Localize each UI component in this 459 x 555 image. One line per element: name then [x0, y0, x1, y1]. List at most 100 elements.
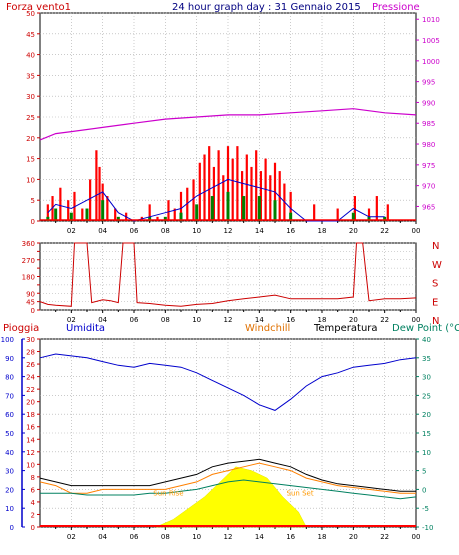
wind-axis-title: Forza vento1 — [6, 2, 71, 13]
rain-ytick-label: 12 — [26, 449, 35, 457]
temp-xtick-label: 04 — [98, 533, 107, 541]
direction-ytick-label: 0 — [31, 307, 35, 315]
direction-ytick-label: 360 — [22, 240, 35, 248]
humidity-ytick-label: 0 — [10, 524, 14, 532]
wind-ytick-label: 0 — [31, 218, 35, 226]
rain-ytick-label: 6 — [31, 486, 36, 494]
direction-xtick-label: 20 — [349, 316, 358, 324]
rain-ytick-label: 8 — [31, 474, 35, 482]
rain-ytick-label: 22 — [26, 386, 35, 394]
rain-ytick-label: 26 — [26, 361, 35, 369]
humidity-ytick-label: 60 — [5, 411, 14, 419]
temp-xtick-label: 18 — [318, 533, 327, 541]
humidity-legend: Umidita — [66, 323, 105, 334]
rain-ytick-label: 18 — [26, 411, 35, 419]
wind-ytick-label: 50 — [26, 10, 35, 18]
wind-ytick-label: 40 — [26, 52, 35, 60]
temp-xtick-label: 20 — [349, 533, 358, 541]
windchill-legend: Windchill — [245, 323, 290, 334]
solar-area — [155, 466, 307, 528]
wind-xtick-label: 22 — [380, 227, 389, 235]
pressure-ytick-label: 990 — [422, 99, 435, 107]
wind-xtick-label: 00 — [412, 227, 421, 235]
rain-ytick-label: 16 — [26, 424, 35, 432]
temp-ytick-label: 15 — [422, 430, 431, 438]
direction-xtick-label: 06 — [130, 316, 139, 324]
direction-xtick-label: 12 — [224, 316, 233, 324]
rain-ytick-label: 14 — [26, 436, 35, 444]
temp-ytick-label: 10 — [422, 449, 431, 457]
pressure-line — [39, 108, 417, 141]
temp-ytick-label: 35 — [422, 355, 431, 363]
direction-xtick-label: 16 — [286, 316, 295, 324]
temp-ytick-label: 40 — [422, 336, 431, 344]
rain-ytick-label: 24 — [26, 374, 35, 382]
temp-xtick-label: 12 — [224, 533, 233, 541]
direction-xtick-label: 14 — [255, 316, 264, 324]
wind-xtick-label: 12 — [224, 227, 233, 235]
direction-xtick-label: 00 — [412, 316, 421, 324]
compass-label: S — [432, 279, 438, 290]
rain-ytick-label: 2 — [31, 511, 35, 519]
pressure-ytick-label: 975 — [422, 162, 435, 170]
dewpoint-legend: Dew Point (°C — [392, 323, 459, 334]
temp-ytick-label: 25 — [422, 392, 431, 400]
temp-xtick-label: 16 — [286, 533, 295, 541]
pressure-axis-title: Pressione — [372, 2, 420, 13]
compass-label: W — [432, 260, 442, 271]
wind-xtick-label: 04 — [98, 227, 107, 235]
humidity-ytick-label: 70 — [5, 392, 14, 400]
pressure-ytick-label: 970 — [422, 183, 435, 191]
chart-title: 24 hour graph day : 31 Gennaio 2015 — [172, 2, 361, 13]
dewpoint-line — [40, 479, 417, 500]
humidity-ytick-label: 80 — [5, 374, 14, 382]
humidity-ytick-label: 30 — [5, 468, 14, 476]
temp-ytick-label: 5 — [422, 468, 426, 476]
wind-ytick-label: 5 — [31, 197, 35, 205]
compass-label: N — [432, 241, 439, 252]
wind-ytick-label: 35 — [26, 72, 35, 80]
temp-xtick-label: 14 — [255, 533, 264, 541]
wind-xtick-label: 16 — [286, 227, 295, 235]
temperature-line — [39, 458, 416, 492]
rain-ytick-label: 0 — [31, 524, 35, 532]
wind-xtick-label: 02 — [67, 227, 76, 235]
wind-xtick-label: 14 — [255, 227, 264, 235]
humidity-ytick-label: 90 — [5, 355, 14, 363]
wind-xtick-label: 08 — [161, 227, 170, 235]
wind-xtick-label: 10 — [192, 227, 201, 235]
direction-line — [39, 242, 417, 307]
wind-ytick-label: 20 — [26, 135, 35, 143]
wind-xtick-label: 18 — [318, 227, 327, 235]
pressure-ytick-label: 995 — [422, 79, 435, 87]
humidity-line — [39, 353, 417, 411]
wind-speed-line — [47, 178, 385, 222]
pressure-ytick-label: 1000 — [422, 58, 440, 66]
rain-ytick-label: 30 — [26, 336, 35, 344]
temp-ytick-label: -5 — [422, 505, 429, 513]
humidity-ytick-label: 40 — [5, 449, 14, 457]
compass-label: N — [432, 316, 439, 327]
wind-ytick-label: 10 — [26, 176, 35, 184]
rain-legend: Pioggia — [3, 323, 39, 334]
wind-xtick-label: 20 — [349, 227, 358, 235]
rain-ytick-label: 4 — [31, 499, 36, 507]
pressure-ytick-label: 980 — [422, 141, 435, 149]
direction-ytick-label: 270 — [22, 257, 35, 265]
humidity-ytick-label: 10 — [5, 505, 14, 513]
temp-xtick-label: 06 — [130, 533, 139, 541]
humidity-ytick-label: 50 — [5, 430, 14, 438]
wind-xtick-label: 06 — [130, 227, 139, 235]
direction-ytick-label: 45 — [26, 299, 35, 307]
wind-ytick-label: 15 — [26, 156, 35, 164]
wind-ytick-label: 45 — [26, 31, 35, 39]
temp-xtick-label: 22 — [380, 533, 389, 541]
wind-ytick-label: 25 — [26, 114, 35, 122]
sunset-label: Sun Set — [287, 489, 314, 497]
direction-xtick-label: 10 — [192, 316, 201, 324]
compass-label: E — [432, 297, 438, 308]
direction-xtick-label: 04 — [98, 316, 107, 324]
rain-ytick-label: 10 — [26, 461, 35, 469]
humidity-ytick-label: 20 — [5, 486, 14, 494]
temp-ytick-label: 0 — [422, 486, 426, 494]
